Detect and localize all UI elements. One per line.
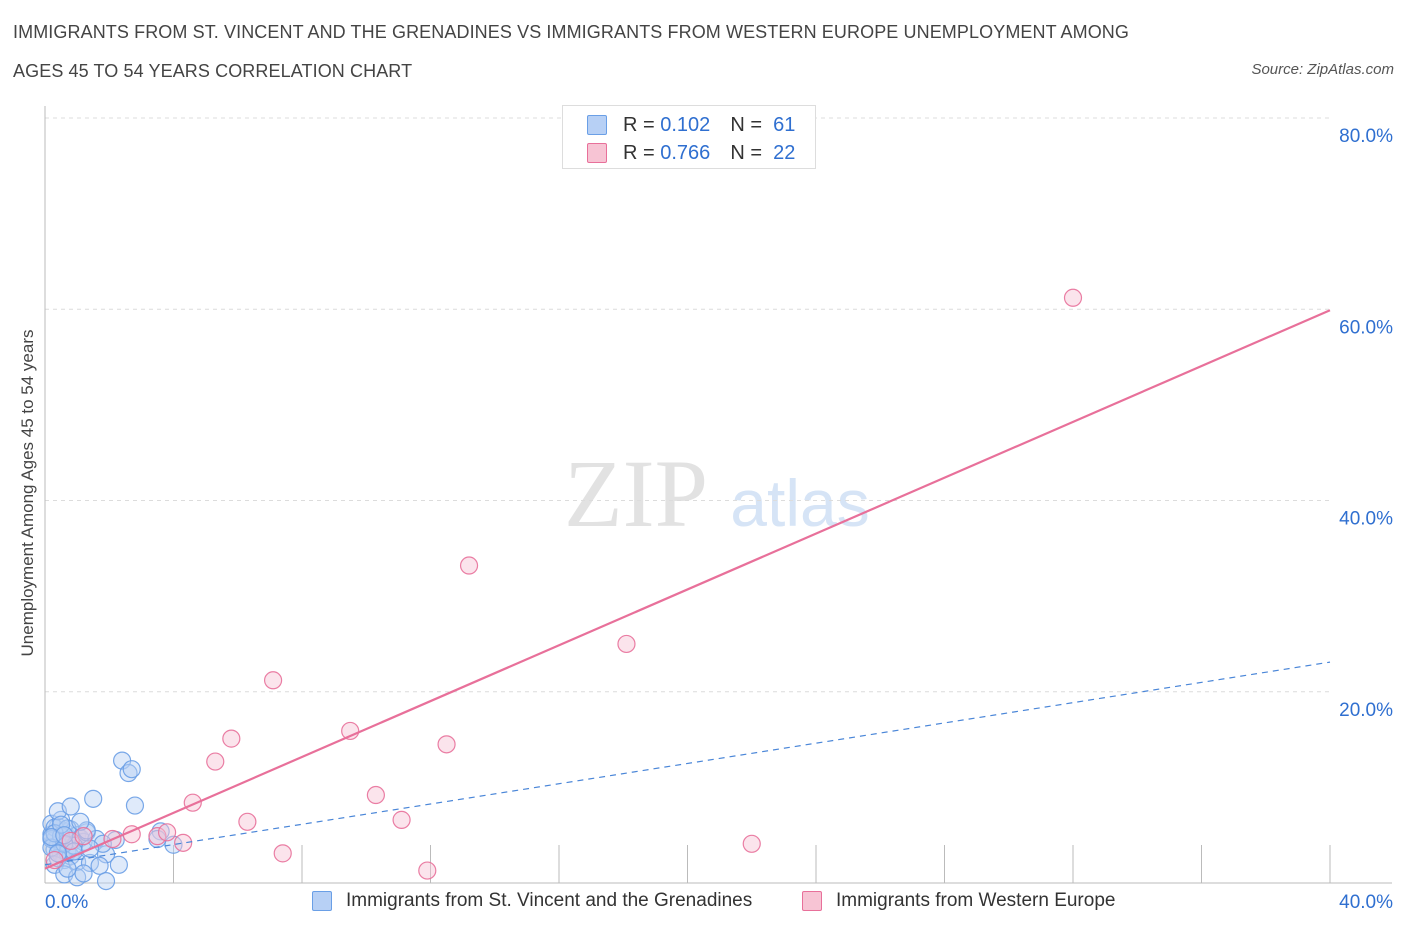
data-point-western-europe — [206, 752, 225, 771]
data-point-st-vincent — [58, 859, 77, 878]
legend-n-label: N = — [730, 113, 762, 136]
bottom-legend-swatch-pink — [802, 891, 822, 911]
legend-n-value: 22 — [773, 141, 796, 164]
y-tick-label: 60.0% — [1339, 317, 1393, 338]
chart-title-line1: IMMIGRANTS FROM ST. VINCENT AND THE GREN… — [13, 22, 1130, 42]
legend-r-label: R = — [623, 141, 655, 164]
series-st-vincent-points — [42, 751, 183, 891]
data-point-western-europe — [148, 827, 167, 846]
data-point-western-europe — [222, 729, 241, 748]
data-point-western-europe — [437, 735, 456, 754]
data-point-st-vincent — [125, 796, 145, 815]
bottom-legend-label-series1: Immigrants from St. Vincent and the Gren… — [346, 890, 753, 911]
data-point-western-europe — [238, 812, 257, 831]
data-point-western-europe — [174, 833, 193, 852]
data-point-western-europe — [1063, 288, 1083, 307]
correlation-legend: R = 0.102 N = 61 R = 0.766 N = 22 — [562, 105, 816, 169]
chart-title-line2: AGES 45 TO 54 YEARS CORRELATION CHART — [13, 61, 413, 81]
data-point-st-vincent — [90, 856, 109, 875]
x-tick-label: 40.0% — [1339, 892, 1393, 913]
data-point-western-europe — [74, 827, 93, 846]
watermark-atlas: atlas — [730, 466, 869, 540]
data-point-st-vincent — [84, 789, 103, 808]
legend-row-blue: R = 0.102 N = 61 — [587, 113, 795, 137]
trend-line-western-europe — [44, 309, 1331, 870]
data-point-st-vincent — [122, 760, 141, 779]
data-point-western-europe — [392, 810, 411, 829]
data-point-st-vincent — [96, 871, 116, 891]
data-point-western-europe — [418, 861, 437, 880]
trend-line-st-vincent — [44, 661, 1331, 866]
bottom-legend-series2: Immigrants from Western Europe — [802, 889, 1115, 913]
trend-lines — [44, 309, 1331, 870]
legend-n-value: 61 — [773, 113, 796, 136]
bottom-legend-label-series2: Immigrants from Western Europe — [836, 890, 1116, 911]
bottom-legend-series1: Immigrants from St. Vincent and the Gren… — [312, 889, 752, 913]
zipatlas-watermark: ZIP atlas — [564, 440, 870, 547]
data-point-western-europe — [157, 823, 177, 842]
legend-row-pink: R = 0.766 N = 22 — [587, 141, 795, 165]
data-point-st-vincent — [74, 864, 93, 883]
y-tick-label: 20.0% — [1339, 700, 1393, 721]
axes — [44, 106, 1392, 884]
data-point-st-vincent — [61, 797, 80, 816]
data-point-st-vincent — [71, 812, 90, 831]
data-point-western-europe — [263, 671, 283, 690]
data-point-western-europe — [366, 785, 385, 805]
data-point-western-europe — [617, 634, 636, 654]
data-point-st-vincent — [109, 855, 128, 874]
legend-swatch-pink — [587, 143, 607, 163]
data-point-st-vincent — [51, 815, 71, 834]
legend-r-value: 0.766 — [660, 141, 711, 164]
data-point-western-europe — [273, 844, 292, 863]
data-point-western-europe — [459, 556, 479, 575]
legend-n-label: N = — [730, 141, 762, 164]
grid-lines — [45, 117, 1330, 693]
legend-swatch-blue — [587, 115, 607, 135]
source-label: Source: ZipAtlas.com — [1251, 61, 1394, 78]
bottom-legend-swatch-blue — [312, 891, 332, 911]
y-tick-label: 40.0% — [1339, 509, 1393, 530]
legend-r-value: 0.102 — [660, 113, 711, 136]
series-western-europe-points — [45, 288, 1083, 880]
x-tick-labels: 0.0% 40.0% — [45, 892, 1393, 913]
legend-r-label: R = — [623, 113, 655, 136]
data-point-western-europe — [742, 834, 761, 853]
watermark-zip: ZIP — [564, 440, 708, 547]
y-axis-label: Unemployment Among Ages 45 to 54 years — [18, 329, 37, 657]
y-tick-label: 80.0% — [1339, 126, 1393, 147]
x-tick-label: 0.0% — [45, 892, 88, 913]
y-tick-labels: 20.0% 40.0% 60.0% 80.0% — [1339, 126, 1393, 721]
